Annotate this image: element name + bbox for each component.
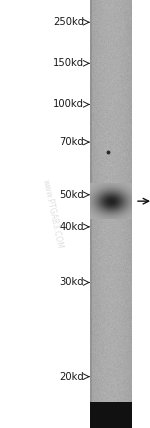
Text: 250kd: 250kd [53, 17, 84, 27]
Text: 100kd: 100kd [53, 99, 84, 110]
Text: 70kd: 70kd [59, 137, 84, 147]
Text: 30kd: 30kd [59, 277, 84, 288]
Text: 50kd: 50kd [59, 190, 84, 200]
Bar [90, 402, 132, 428]
Text: www.PTGAB3.COM: www.PTGAB3.COM [41, 178, 64, 250]
Text: 20kd: 20kd [59, 372, 84, 382]
Text: 150kd: 150kd [53, 58, 84, 68]
Bar [90, 0, 92, 428]
Text: 40kd: 40kd [59, 222, 84, 232]
